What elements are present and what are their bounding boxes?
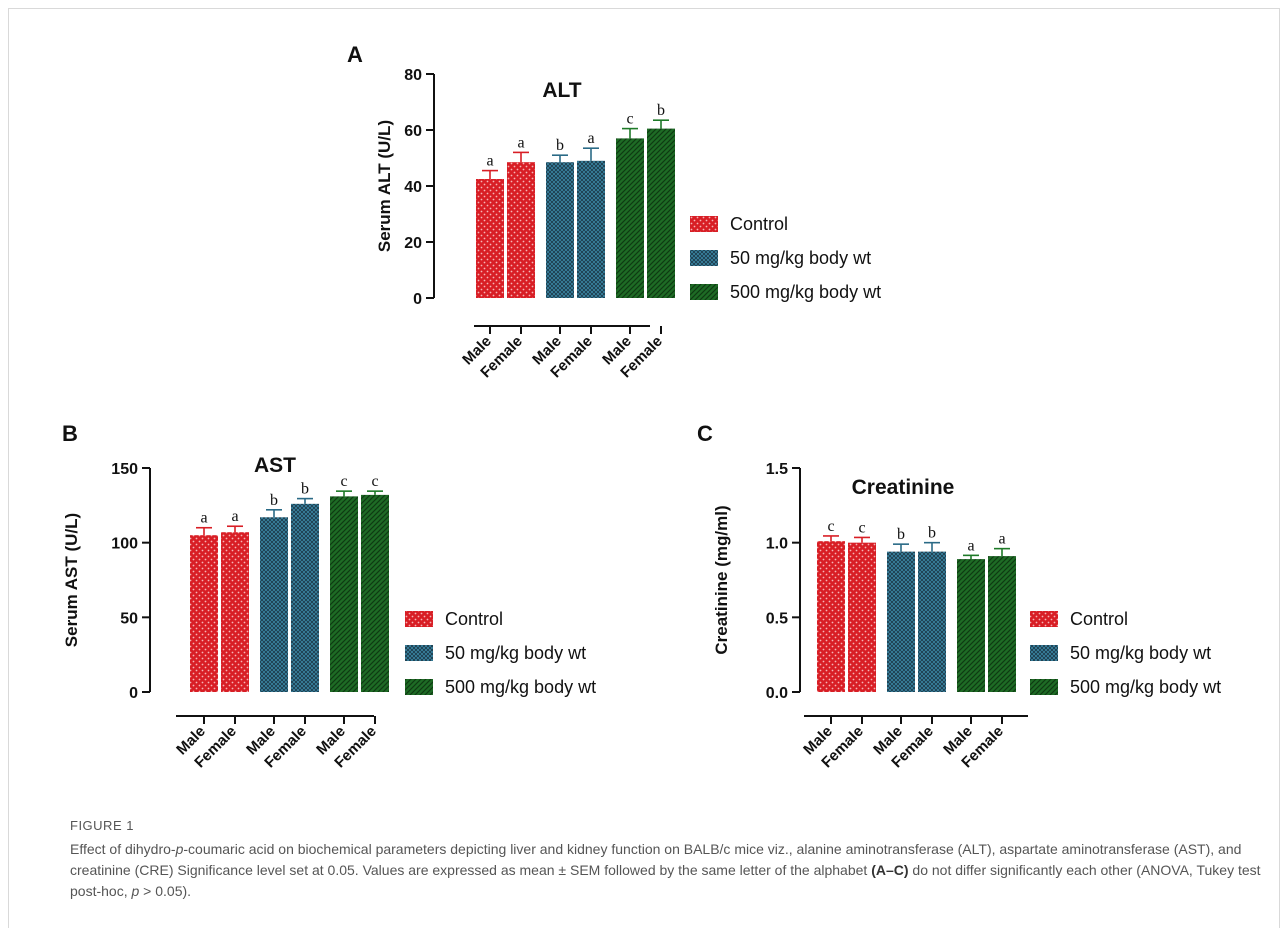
sig-letter-c-2: b xyxy=(897,526,905,543)
legend-label-a-1: 50 mg/kg body wt xyxy=(730,248,871,268)
sig-letter-c-4: a xyxy=(967,537,974,554)
chart-title-c: Creatinine xyxy=(852,476,955,499)
legend-swatch-a-0 xyxy=(690,216,718,232)
sig-letter-c-5: a xyxy=(998,531,1005,548)
caption-part-1: p xyxy=(175,841,184,857)
legend-label-b-1: 50 mg/kg body wt xyxy=(445,643,586,663)
panel-letter-c: C xyxy=(697,421,713,446)
caption-part-3: (A–C) xyxy=(871,862,909,878)
y-tick-label-b-3: 150 xyxy=(111,461,138,478)
legend-label-b-0: Control xyxy=(445,609,503,629)
legend-swatch-c-1 xyxy=(1030,645,1058,661)
chart-title-a: ALT xyxy=(542,79,581,102)
sig-letter-c-1: c xyxy=(858,519,865,536)
bar-c-3 xyxy=(918,551,946,692)
bar-b-1 xyxy=(221,532,249,692)
bar-a-2 xyxy=(546,162,574,298)
sig-letter-a-2: b xyxy=(556,137,564,154)
sig-letter-b-2: b xyxy=(270,492,278,509)
bar-a-1 xyxy=(507,162,535,298)
legend-label-a-0: Control xyxy=(730,214,788,234)
legend-swatch-b-1 xyxy=(405,645,433,661)
panel-letter-a: A xyxy=(347,42,363,67)
y-tick-label-a-3: 60 xyxy=(404,123,422,140)
y-axis-label-a: Serum ALT (U/L) xyxy=(375,120,394,252)
legend-swatch-a-1 xyxy=(690,250,718,266)
sig-letter-b-4: c xyxy=(340,473,347,490)
bar-c-0 xyxy=(817,541,845,692)
y-tick-label-a-1: 20 xyxy=(404,235,422,252)
y-tick-label-b-0: 0 xyxy=(129,685,138,702)
sig-letter-a-1: a xyxy=(517,134,524,151)
y-tick-label-c-3: 1.5 xyxy=(766,461,788,478)
legend-swatch-b-0 xyxy=(405,611,433,627)
sig-letter-b-1: a xyxy=(231,508,238,525)
legend-label-c-0: Control xyxy=(1070,609,1128,629)
sig-letter-a-0: a xyxy=(486,153,493,170)
bar-b-2 xyxy=(260,517,288,692)
figure-label: FIGURE 1 xyxy=(70,818,134,833)
legend-label-b-2: 500 mg/kg body wt xyxy=(445,677,596,697)
sig-letter-a-4: c xyxy=(626,111,633,128)
y-tick-label-b-1: 50 xyxy=(120,610,138,627)
bar-a-0 xyxy=(476,179,504,298)
y-tick-label-c-2: 1.0 xyxy=(766,536,788,553)
y-tick-label-a-2: 40 xyxy=(404,179,422,196)
bar-a-5 xyxy=(647,128,675,298)
y-tick-label-b-2: 100 xyxy=(111,536,138,553)
bar-b-0 xyxy=(190,535,218,692)
legend-swatch-a-2 xyxy=(690,284,718,300)
bar-c-2 xyxy=(887,551,915,692)
legend-swatch-c-2 xyxy=(1030,679,1058,695)
caption-part-0: Effect of dihydro- xyxy=(70,841,176,857)
caption-part-6: > 0.05). xyxy=(139,883,192,899)
bar-b-4 xyxy=(330,496,358,692)
sig-letter-b-0: a xyxy=(200,510,207,527)
sig-letter-a-5: b xyxy=(657,102,665,119)
sig-letter-c-3: b xyxy=(928,525,936,542)
figure-caption: FIGURE 1 Effect of dihydro-p-coumaric ac… xyxy=(70,818,1270,902)
bar-b-5 xyxy=(361,494,389,692)
y-tick-label-a-0: 0 xyxy=(413,291,422,308)
legend-swatch-c-0 xyxy=(1030,611,1058,627)
bar-a-4 xyxy=(616,138,644,298)
y-tick-label-a-4: 80 xyxy=(404,67,422,84)
caption-part-2: -coumaric acid on biochemical parameters… xyxy=(70,841,1242,878)
bar-c-5 xyxy=(988,556,1016,692)
y-axis-label-c: Creatinine (mg/ml) xyxy=(712,505,731,654)
y-tick-label-c-1: 0.5 xyxy=(766,610,788,627)
bar-c-1 xyxy=(848,542,876,692)
chart-title-b: AST xyxy=(254,454,296,477)
bar-b-3 xyxy=(291,503,319,692)
y-axis-label-b: Serum AST (U/L) xyxy=(62,513,81,647)
y-tick-label-c-0: 0.0 xyxy=(766,685,788,702)
caption-part-5: p xyxy=(131,883,140,899)
caption-text: Effect of dihydro-p-coumaric acid on bio… xyxy=(70,839,1270,902)
legend-swatch-b-2 xyxy=(405,679,433,695)
sig-letter-c-0: c xyxy=(827,518,834,535)
legend-label-c-2: 500 mg/kg body wt xyxy=(1070,677,1221,697)
panel-c: C Creatinine Creatinine (mg/ml) 0.0 0.5 1.0 1.… xyxy=(697,421,1221,771)
bar-a-3 xyxy=(577,160,605,298)
sig-letter-b-5: c xyxy=(371,473,378,490)
sig-letter-b-3: b xyxy=(301,481,309,498)
legend-label-a-2: 500 mg/kg body wt xyxy=(730,282,881,302)
sig-letter-a-3: a xyxy=(587,130,594,147)
panel-letter-b: B xyxy=(62,421,78,446)
legend-label-c-1: 50 mg/kg body wt xyxy=(1070,643,1211,663)
caption-part-4: do not differ significantly each other (… xyxy=(70,862,1261,899)
bar-c-4 xyxy=(957,559,985,692)
